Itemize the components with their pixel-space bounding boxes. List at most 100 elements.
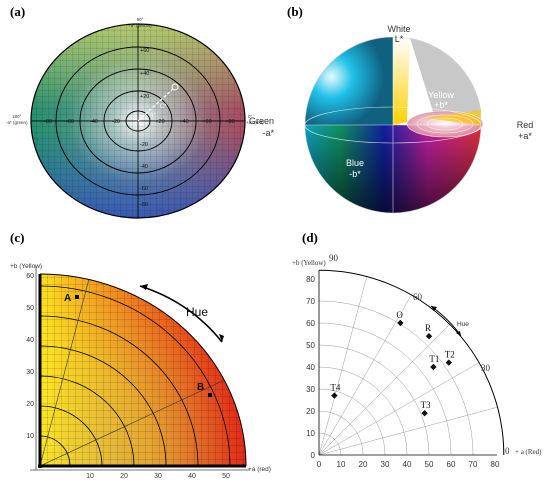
top-axis: +b* (yellow): [128, 23, 152, 28]
tick-label: 50: [26, 305, 34, 312]
chroma-arc: [318, 300, 474, 456]
tick-label: 0: [311, 451, 316, 460]
tick-label: 70: [469, 460, 478, 469]
angle-0-label: 0: [505, 446, 510, 456]
tick-label: +60: [202, 119, 211, 125]
panel-d: (d) +b (Yellow) 90 60 30 0 + a (Red) Hue…: [275, 230, 550, 481]
data-point-label: T2: [445, 350, 455, 360]
data-point-label: O: [396, 310, 403, 320]
tick-label: +80: [225, 119, 234, 125]
hue-quadrant-diagram: +b (Yellow) +a (red) 60 50 40 30 20 10 1…: [10, 263, 271, 480]
right-axis: +a* (red): [246, 120, 264, 125]
tick-label: 70: [306, 297, 315, 306]
tick-label: 10: [86, 473, 94, 480]
tick-label: 30: [381, 460, 390, 469]
tick-label: -40: [90, 119, 98, 125]
tick-label: 20: [26, 401, 34, 408]
red-axis: +a*: [518, 131, 532, 141]
tick-label: -80: [44, 119, 52, 125]
cielab-sphere: White L* Yellow +b* Red +a* Blue -b*: [304, 24, 534, 214]
green-label: Green: [249, 116, 274, 126]
disc-h-ticks: -80 -60 -40 -20 +20 +40 +60 +80: [44, 119, 235, 125]
tick-label: 30: [26, 369, 34, 376]
data-point-marker: [425, 333, 433, 340]
tick-label: 50: [222, 473, 230, 480]
d-y-axis-label: +b (Yellow): [292, 259, 326, 267]
tick-label: 80: [491, 460, 500, 469]
tick-label: +20: [155, 119, 164, 125]
angle-90-label: 90: [329, 253, 339, 263]
chroma-arc: [318, 322, 452, 456]
tick-label: 30: [154, 473, 162, 480]
tick-label: 20: [120, 473, 128, 480]
panel-b: (b): [275, 0, 550, 230]
tick-label: 60: [306, 319, 315, 328]
data-point-marker: [430, 363, 437, 371]
green-axis: -a*: [262, 128, 274, 138]
chroma-arc: [318, 410, 364, 456]
c-hue-label: Hue: [186, 305, 208, 319]
yellow-axis: +b*: [434, 100, 448, 110]
tick-label: -40: [140, 164, 148, 170]
tick-label: 60: [26, 273, 34, 280]
top-angle: 90°: [137, 17, 144, 22]
chroma-arc: [318, 432, 342, 456]
tick-label: +60: [140, 48, 149, 54]
chroma-label: C*: [160, 104, 167, 110]
panel-a-label: (a): [10, 4, 26, 19]
c-x-axis-label: +a (red): [248, 466, 271, 473]
tick-label: 40: [403, 460, 412, 469]
data-point-label: R: [425, 323, 431, 333]
hue-angle-label: h°: [150, 113, 156, 119]
hue-polar-plot: +b (Yellow) 90 60 30 0 + a (Red) Hue 80 7…: [292, 253, 542, 469]
tick-label: -80: [140, 202, 148, 208]
tick-label: 10: [26, 433, 34, 440]
yellow-label: Yellow: [428, 90, 454, 100]
tick-label: 30: [306, 385, 315, 394]
left-angle: 180°: [12, 114, 22, 119]
red-label: Red: [517, 120, 534, 130]
blue-label: Blue: [346, 158, 364, 168]
c-y-axis-label: +b (Yellow): [10, 263, 42, 270]
tick-label: 10: [306, 429, 315, 438]
tick-label: 50: [425, 460, 434, 469]
tick-label: 20: [306, 407, 315, 416]
chroma-arc: [318, 388, 386, 456]
panel-c-label: (c): [10, 230, 25, 245]
tick-label: 40: [26, 337, 34, 344]
blue-axis: -b*: [349, 169, 361, 179]
left-axis: -a* (green): [6, 120, 28, 125]
c-y-ticks: 60 50 40 30 20 10: [26, 273, 34, 440]
angle-60-label: 60: [413, 292, 423, 302]
panel-d-label: (d): [302, 230, 318, 245]
data-point-label: T1: [429, 354, 439, 364]
chroma-arc: [318, 366, 408, 456]
tick-label: 60: [447, 460, 456, 469]
panel-c: (c): [0, 230, 275, 481]
chroma-arc: [318, 344, 430, 456]
tick-label: 0: [317, 460, 322, 469]
radial-gridline: [318, 276, 368, 456]
cielab-color-disc: -80 -60 -40 -20 +20 +40 +60 +80 +60 +40 …: [6, 17, 274, 219]
tick-label: -20: [140, 142, 148, 148]
point-a-label: A: [64, 293, 71, 304]
data-point-marker: [397, 319, 404, 327]
panel-a: (a): [0, 0, 275, 230]
disc-v-ticks: +60 +40 +20 -20 -40 -60 -80: [140, 48, 149, 208]
white-label: White: [387, 24, 410, 34]
point-a-marker: [75, 295, 79, 299]
panel-b-label: (b): [287, 4, 303, 19]
data-point-marker: [331, 392, 338, 399]
angle-30-label: 30: [481, 363, 491, 373]
tick-label: 40: [188, 473, 196, 480]
d-hue-label: Hue: [457, 321, 469, 328]
d-x-axis-label: + a (Red): [515, 448, 542, 456]
data-point-label: T4: [330, 383, 340, 393]
tick-label: -20: [112, 119, 120, 125]
radial-gridline: [318, 362, 480, 456]
tick-label: 50: [306, 341, 315, 350]
radial-gridline: [318, 406, 498, 456]
tick-label: +40: [179, 119, 188, 125]
data-point-label: T3: [421, 400, 431, 410]
data-point-marker: [445, 359, 452, 366]
